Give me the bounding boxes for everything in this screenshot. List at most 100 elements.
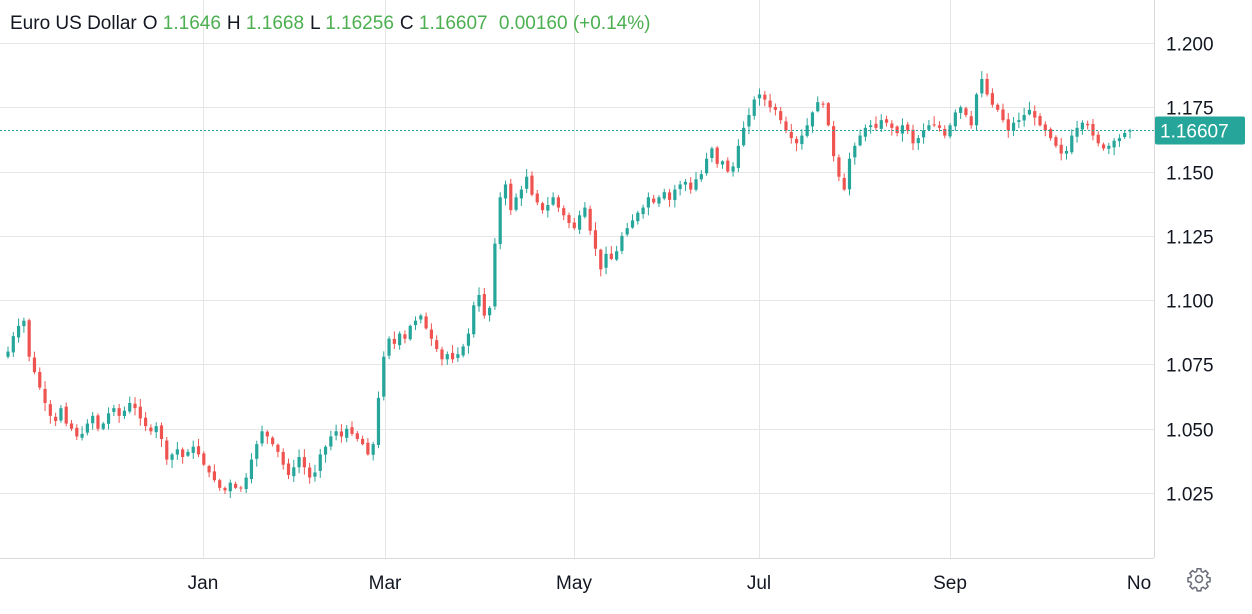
candle-up [292, 459, 296, 482]
candle-up [175, 441, 179, 460]
candle-up [636, 210, 640, 225]
candle-up [927, 119, 931, 132]
candle-up [900, 118, 905, 142]
candle-up [297, 449, 301, 474]
candle-down [350, 421, 354, 436]
candle-up [6, 346, 10, 359]
candle-down [271, 436, 275, 447]
candle-up [80, 426, 84, 441]
price-tick-label: 1.075 [1166, 356, 1214, 377]
candle-up [1117, 134, 1122, 147]
candle-down [1086, 120, 1090, 130]
candle-down [1096, 131, 1100, 147]
candle-down [482, 287, 486, 319]
candle-up [683, 179, 688, 192]
candle-down [27, 318, 31, 362]
candle-down [726, 157, 730, 173]
change-value: 0.00160 (+0.14%) [498, 13, 651, 34]
candle-up [1112, 138, 1116, 156]
candle-down [196, 438, 201, 458]
candle-down [149, 424, 153, 435]
candle-up [1022, 107, 1026, 127]
time-tick-label: May [556, 573, 592, 594]
candle-up [228, 479, 232, 498]
candle-down [69, 420, 74, 431]
candle-up [186, 448, 190, 457]
candle-up [11, 331, 15, 358]
candle-down [450, 345, 455, 364]
candle-up [858, 129, 862, 147]
candle-down [181, 447, 185, 464]
price-tick-label: 1.125 [1166, 228, 1214, 249]
candle-up [747, 108, 751, 135]
candle-down [530, 171, 534, 197]
low-label: L [310, 13, 320, 34]
price-tick-label: 1.150 [1166, 164, 1214, 185]
candle-down [308, 462, 312, 484]
price-tick-label: 1.100 [1166, 292, 1214, 313]
candle-up [22, 317, 26, 333]
price-tick-label: 1.025 [1166, 485, 1214, 506]
candle-up [493, 238, 497, 310]
candle-down [75, 424, 79, 440]
candle-down [509, 178, 513, 215]
candle-down [667, 189, 672, 207]
candle-down [588, 205, 592, 235]
candle-up [948, 123, 952, 139]
candle-down [276, 443, 280, 458]
candle-up [1070, 129, 1074, 155]
candle-up [376, 391, 381, 449]
candle-up [699, 170, 703, 182]
time-tick-label: Jan [188, 573, 219, 594]
candle-up [382, 351, 386, 401]
candle-down [964, 106, 968, 118]
time-axis[interactable]: Jan Mar May Jul Sep No [188, 573, 1151, 594]
candle-up [408, 324, 412, 341]
candle-down [599, 248, 603, 277]
candle-up [477, 287, 481, 312]
candle-down [837, 154, 841, 182]
candle-down [366, 437, 370, 456]
candle-down [239, 485, 243, 492]
candle-up [525, 169, 529, 194]
candle-down [207, 464, 211, 478]
candle-up [625, 222, 629, 237]
candle-down [403, 330, 407, 344]
price-tick-label: 1.175 [1166, 99, 1214, 120]
candle-down [556, 195, 561, 213]
candle-down [165, 436, 169, 465]
candle-up [736, 139, 740, 173]
candle-down [96, 413, 100, 432]
candle-down [1038, 113, 1042, 127]
candle-up [413, 316, 418, 331]
candle-up [101, 421, 105, 431]
candle-down [233, 481, 238, 489]
candle-down [218, 478, 222, 491]
candle-up [546, 196, 550, 218]
price-axis[interactable]: 1.200 1.175 1.150 1.125 1.100 1.075 1.050 1.025 [1166, 35, 1214, 506]
gear-icon[interactable] [1186, 566, 1212, 592]
candle-down [138, 398, 142, 426]
candle-up [128, 396, 132, 414]
candle-down [429, 323, 433, 346]
candle-up [853, 142, 857, 165]
candle-down [133, 397, 137, 416]
candle-down [789, 123, 793, 144]
price-tick-label: 1.200 [1166, 35, 1214, 56]
candle-up [456, 347, 460, 362]
candle-down [435, 335, 439, 353]
candle-up [731, 162, 735, 177]
candle-down [144, 412, 148, 432]
candle-up [620, 232, 624, 255]
candle-down [773, 103, 778, 116]
low-value: 1.16256 [325, 13, 394, 34]
candle-up [323, 445, 328, 463]
candle-up [445, 351, 449, 365]
candle-down [572, 217, 576, 230]
candle-up [551, 192, 555, 207]
candle-down [794, 136, 799, 152]
candle-up [503, 180, 508, 206]
candle-up [805, 118, 809, 138]
candle-down [424, 312, 428, 330]
